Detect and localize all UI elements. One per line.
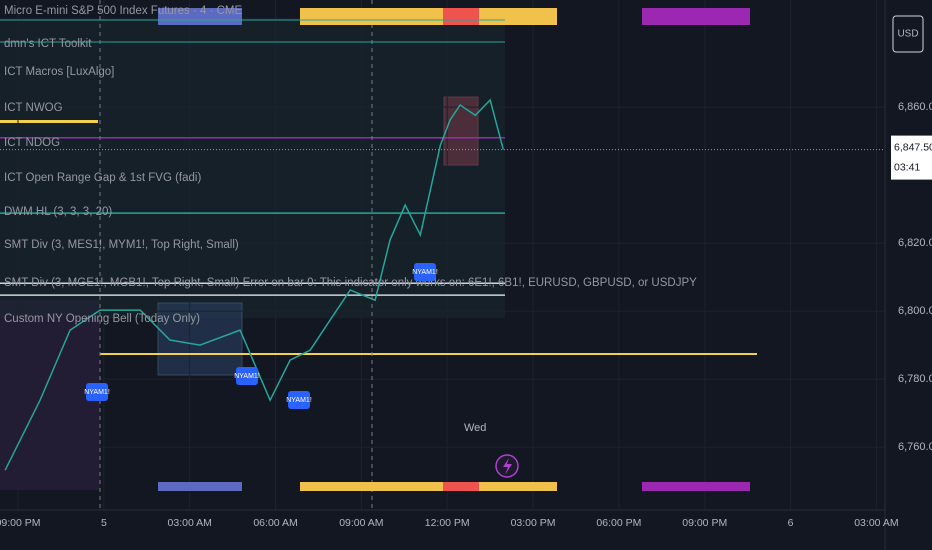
last-price-box bbox=[891, 135, 932, 180]
indicator-label: ICT Macros [LuxAlgo] bbox=[4, 66, 114, 78]
yellow-marker bbox=[0, 120, 98, 123]
signal-label: NYAM1! bbox=[234, 373, 260, 380]
session-bar bbox=[300, 8, 443, 25]
x-tick-label: 09:00 AM bbox=[339, 517, 383, 529]
y-tick-label: 6,820.00 bbox=[898, 237, 932, 249]
x-tick-label: 09:00 PM bbox=[682, 517, 727, 529]
session-bar bbox=[642, 8, 750, 25]
bolt-icon bbox=[503, 458, 512, 475]
signal-box bbox=[288, 391, 310, 409]
signal-box bbox=[236, 367, 258, 385]
symbol-title: Micro E-mini S&P 500 Index Futures · 4 ·… bbox=[4, 5, 242, 17]
indicator-label: dmn's ICT Toolkit bbox=[4, 38, 92, 50]
indicator-label: DWM HL (3, 3, 3, 20) bbox=[4, 206, 112, 218]
x-tick-label: 5 bbox=[101, 517, 107, 529]
x-tick-label: 06:00 AM bbox=[253, 517, 297, 529]
signal-box bbox=[414, 263, 436, 281]
session-bar bbox=[158, 8, 242, 25]
session-shade bbox=[0, 300, 100, 490]
indicator-label: ICT NWOG bbox=[4, 102, 63, 114]
range-box bbox=[157, 302, 243, 376]
session-bar bbox=[479, 482, 557, 491]
indicator-label: SMT Div (3, MES1!, MYM1!, Top Right, Sma… bbox=[4, 239, 239, 251]
y-tick-label: 6,760.00 bbox=[898, 441, 932, 453]
y-tick-label: 6,780.00 bbox=[898, 373, 932, 385]
session-bar bbox=[642, 482, 750, 491]
price-line bbox=[4, 98, 505, 471]
price-axis bbox=[885, 0, 932, 510]
y-tick-label: 6,800.00 bbox=[898, 305, 932, 317]
signal-label: NYAM1! bbox=[412, 269, 438, 276]
x-tick-label: 03:00 AM bbox=[168, 517, 212, 529]
fvg-box bbox=[443, 96, 479, 166]
session-bar bbox=[443, 482, 479, 491]
x-tick-label: 03:00 PM bbox=[511, 517, 556, 529]
x-tick-label: 03:00 AM bbox=[854, 517, 898, 529]
day-label: Wed bbox=[464, 422, 486, 434]
signal-label: NYAM1! bbox=[84, 389, 110, 396]
currency-label: USD bbox=[897, 29, 918, 40]
x-tick-label: 6 bbox=[788, 517, 794, 529]
session-bar bbox=[443, 8, 479, 25]
indicator-label: ICT Open Range Gap & 1st FVG (fadi) bbox=[4, 172, 201, 184]
last-price-label: 6,847.50 bbox=[894, 141, 932, 153]
y-tick-label: 6,860.00 bbox=[898, 101, 932, 113]
signal-box bbox=[86, 383, 108, 401]
indicator-label: SMT Div (3, MGE1!, MGB1!, Top Right, Sma… bbox=[4, 277, 697, 289]
x-tick-label: 12:00 PM bbox=[425, 517, 470, 529]
countdown-label: 03:41 bbox=[894, 161, 920, 173]
signal-label: NYAM1! bbox=[286, 397, 312, 404]
session-bar bbox=[158, 482, 242, 491]
indicator-label: ICT NDOG bbox=[4, 137, 60, 149]
x-tick-label: 06:00 PM bbox=[596, 517, 641, 529]
x-tick-label: 09:00 PM bbox=[0, 517, 41, 529]
currency-button[interactable] bbox=[892, 15, 924, 53]
indicator-label: Custom NY Opening Bell (Today Only) bbox=[4, 313, 200, 325]
session-bar bbox=[300, 482, 443, 491]
session-bar bbox=[479, 8, 557, 25]
